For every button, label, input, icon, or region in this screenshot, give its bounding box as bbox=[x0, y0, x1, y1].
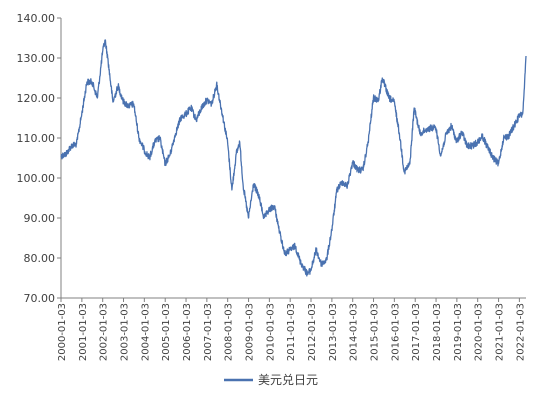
x-tick-label: 2018-01-03 bbox=[432, 303, 443, 361]
y-tick-label: 120.00 bbox=[17, 92, 56, 105]
y-tick-label: 80.00 bbox=[24, 252, 56, 265]
x-tick-label: 2015-01-03 bbox=[370, 303, 381, 361]
series-group bbox=[60, 39, 527, 277]
y-tick-label: 140.00 bbox=[17, 12, 56, 25]
x-tick-label: 2022-01-03 bbox=[515, 303, 526, 361]
x-tick-label: 2004-01-03 bbox=[140, 303, 151, 361]
x-tick-label: 2010-01-03 bbox=[265, 303, 276, 361]
series-line-usd-jpy bbox=[60, 39, 527, 277]
x-tick-label: 2008-01-03 bbox=[224, 303, 235, 361]
y-axis-ticks: 70.00 80.00 90.00 100.00 110.00 120.00 130.00 1… bbox=[17, 12, 61, 305]
x-axis-ticks: 2000-01-03 2001-01-03 2002-01-03 2003-01-03… bbox=[57, 298, 526, 361]
x-tick-label: 2003-01-03 bbox=[120, 303, 131, 361]
x-tick-label: 2007-01-03 bbox=[203, 303, 214, 361]
legend: 美元兑日元 bbox=[224, 373, 318, 387]
x-tick-label: 2021-01-03 bbox=[495, 303, 506, 361]
y-tick-label: 100.00 bbox=[17, 172, 56, 185]
y-tick-label: 70.00 bbox=[24, 292, 56, 305]
x-tick-label: 2019-01-03 bbox=[453, 303, 464, 361]
y-tick-label: 130.00 bbox=[17, 52, 56, 65]
x-tick-label: 2013-01-03 bbox=[328, 303, 339, 361]
legend-label: 美元兑日元 bbox=[258, 373, 318, 387]
x-tick-label: 2000-01-03 bbox=[57, 303, 68, 361]
x-tick-label: 2009-01-03 bbox=[245, 303, 256, 361]
x-tick-label: 2012-01-03 bbox=[307, 303, 318, 361]
x-tick-label: 2011-01-03 bbox=[286, 303, 297, 361]
y-tick-label: 90.00 bbox=[24, 212, 56, 225]
x-tick-label: 2014-01-03 bbox=[349, 303, 360, 361]
x-tick-label: 2001-01-03 bbox=[78, 303, 89, 361]
x-tick-label: 2016-01-03 bbox=[390, 303, 401, 361]
x-tick-label: 2005-01-03 bbox=[161, 303, 172, 361]
x-tick-label: 2006-01-03 bbox=[182, 303, 193, 361]
x-tick-label: 2017-01-03 bbox=[411, 303, 422, 361]
y-tick-label: 110.00 bbox=[17, 132, 56, 145]
x-tick-label: 2002-01-03 bbox=[99, 303, 110, 361]
x-tick-label: 2020-01-03 bbox=[474, 303, 485, 361]
